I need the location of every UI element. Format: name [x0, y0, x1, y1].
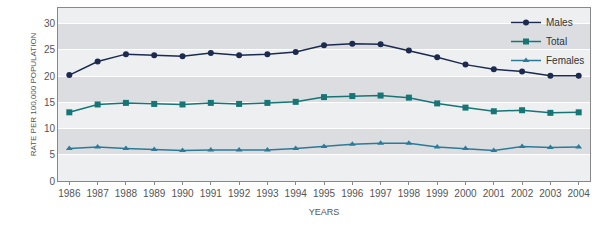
svg-text:1988: 1988 [115, 188, 138, 199]
svg-text:1991: 1991 [200, 188, 223, 199]
svg-text:1998: 1998 [398, 188, 421, 199]
svg-text:2000: 2000 [454, 188, 477, 199]
svg-text:30: 30 [44, 18, 56, 29]
svg-text:1987: 1987 [86, 188, 109, 199]
svg-text:1993: 1993 [256, 188, 279, 199]
svg-text:Total: Total [546, 36, 567, 47]
svg-text:0: 0 [49, 176, 55, 187]
svg-text:2004: 2004 [568, 188, 591, 199]
svg-text:20: 20 [44, 71, 56, 82]
svg-text:1990: 1990 [171, 188, 194, 199]
svg-text:1999: 1999 [426, 188, 449, 199]
svg-text:1989: 1989 [143, 188, 166, 199]
svg-text:2003: 2003 [539, 188, 562, 199]
svg-text:1997: 1997 [369, 188, 392, 199]
svg-text:5: 5 [49, 149, 55, 160]
svg-text:1986: 1986 [58, 188, 81, 199]
svg-text:10: 10 [44, 123, 56, 134]
svg-text:Females: Females [546, 55, 584, 66]
svg-text:1994: 1994 [285, 188, 308, 199]
svg-text:2001: 2001 [483, 188, 506, 199]
svg-text:1992: 1992 [228, 188, 251, 199]
svg-text:Males: Males [546, 17, 573, 28]
svg-text:1996: 1996 [341, 188, 364, 199]
svg-text:RATE PER 100,000 POPULATION: RATE PER 100,000 POPULATION [29, 32, 38, 156]
svg-text:1995: 1995 [313, 188, 336, 199]
svg-text:15: 15 [44, 97, 56, 108]
svg-text:2002: 2002 [511, 188, 534, 199]
svg-text:YEARS: YEARS [309, 207, 340, 217]
svg-text:25: 25 [44, 44, 56, 55]
